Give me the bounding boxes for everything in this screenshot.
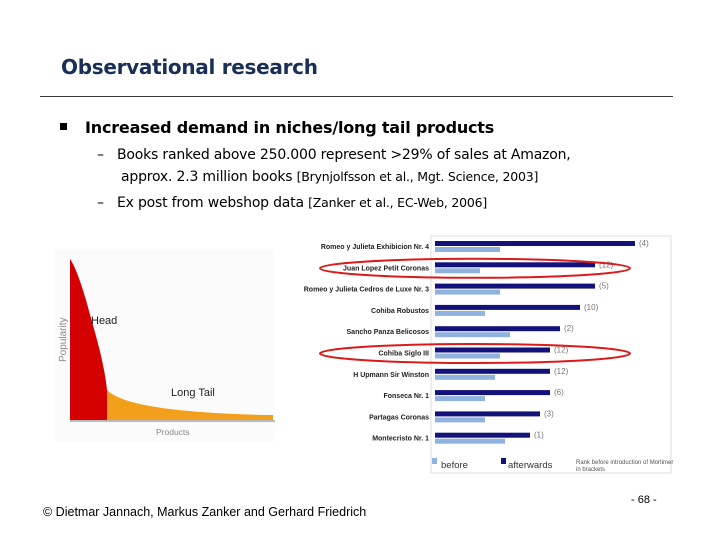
rank-label: (4) — [639, 239, 649, 248]
bar-afterwards — [435, 241, 635, 246]
citation-zanker: [Zanker et al., EC-Web, 2006] — [308, 195, 488, 210]
head-label: Head — [91, 315, 117, 327]
rank-label: (12) — [554, 367, 569, 376]
sub-bullet-1: – Books ranked above 250.000 represent >2… — [97, 147, 571, 163]
bar-afterwards — [435, 347, 550, 353]
rank-label: (12) — [554, 346, 569, 355]
title-divider — [40, 96, 673, 97]
category-label: Partagas Coronas — [369, 414, 429, 421]
bar-before — [435, 289, 500, 295]
bar-afterwards — [435, 326, 560, 332]
rank-label: (1) — [534, 431, 544, 440]
bar-afterwards — [435, 390, 550, 396]
bar-before — [435, 310, 485, 316]
legend-before-label: before — [441, 460, 468, 471]
tail-label: Long Tail — [171, 387, 215, 399]
rank-label: (3) — [544, 409, 554, 418]
bar-afterwards — [435, 432, 530, 438]
bullet-square-icon — [60, 123, 67, 130]
chart-legend: before afterwards Rank before introduction… — [432, 458, 673, 473]
legend-before-swatch — [432, 458, 437, 464]
bar-before — [435, 417, 485, 423]
bar-afterwards — [435, 262, 595, 268]
category-label: Cohiba Robustos — [371, 308, 429, 315]
bar-afterwards — [435, 368, 550, 374]
rank-label: (6) — [554, 388, 564, 397]
dash-icon: – — [97, 147, 104, 163]
main-bullet: Increased demand in niches/long tail pro… — [60, 118, 494, 137]
category-label: Fonseca Nr. 1 — [383, 393, 429, 400]
bar-before — [435, 247, 500, 252]
bar-afterwards — [435, 304, 580, 310]
category-label: H Upmann Sir Winston — [353, 372, 429, 379]
citation-brynjolfsson: [Brynjolfsson et al., Mgt. Science, 2003… — [296, 169, 539, 184]
sub-bullet-1-line2: approx. 2.3 million books [Brynjolfsson … — [121, 169, 538, 185]
y-axis-label: Popularity — [58, 318, 69, 362]
category-label: Sancho Panza Belicosos — [347, 329, 430, 336]
category-label: Montecristo Nr. 1 — [372, 436, 429, 443]
bar-afterwards — [435, 283, 595, 289]
page-number: - 68 - — [631, 494, 657, 506]
category-label: Romeo y Julieta Cedros de Luxe Nr. 3 — [304, 287, 429, 294]
bar-afterwards — [435, 411, 540, 417]
rank-label: (2) — [564, 324, 574, 333]
highlight-ellipse — [319, 343, 631, 364]
slide-title: Observational research — [61, 55, 318, 79]
rank-label: (12) — [599, 260, 614, 269]
dash-icon: – — [97, 195, 104, 211]
sub-bullet-1-text: Books ranked above 250.000 represent >29… — [117, 147, 571, 163]
category-label: Cohiba Siglo III — [378, 351, 429, 358]
sub-bullet-2-text: Ex post from webshop data — [117, 195, 304, 211]
rank-label: (5) — [599, 282, 609, 291]
bar-before — [435, 268, 480, 274]
bar-before — [435, 353, 500, 359]
x-axis-label: Products — [156, 427, 190, 437]
sub-bullet-1-line2-text: approx. 2.3 million books — [121, 169, 293, 185]
head-area — [70, 259, 107, 420]
bar-before — [435, 438, 505, 444]
legend-afterwards-label: afterwards — [508, 460, 553, 471]
highlight-ellipse — [319, 257, 631, 279]
tail-area — [107, 390, 273, 420]
rank-label: (10) — [584, 303, 599, 312]
category-label: Romeo y Julieta Exhibicion Nr. 4 — [321, 244, 429, 251]
bar-before — [435, 332, 510, 338]
category-label: Juan Lopez Petit Coronas — [343, 265, 429, 272]
footer-copyright: © Dietmar Jannach, Markus Zanker and Ger… — [43, 505, 367, 519]
main-bullet-text: Increased demand in niches/long tail pro… — [85, 118, 495, 137]
bar-before — [435, 374, 495, 380]
legend-afterwards-swatch — [501, 458, 506, 464]
legend-note: Rank before introduction of Mortimer in b… — [576, 460, 673, 473]
bar-before — [435, 396, 485, 402]
sub-bullet-2: – Ex post from webshop data [Zanker et al… — [97, 195, 487, 211]
